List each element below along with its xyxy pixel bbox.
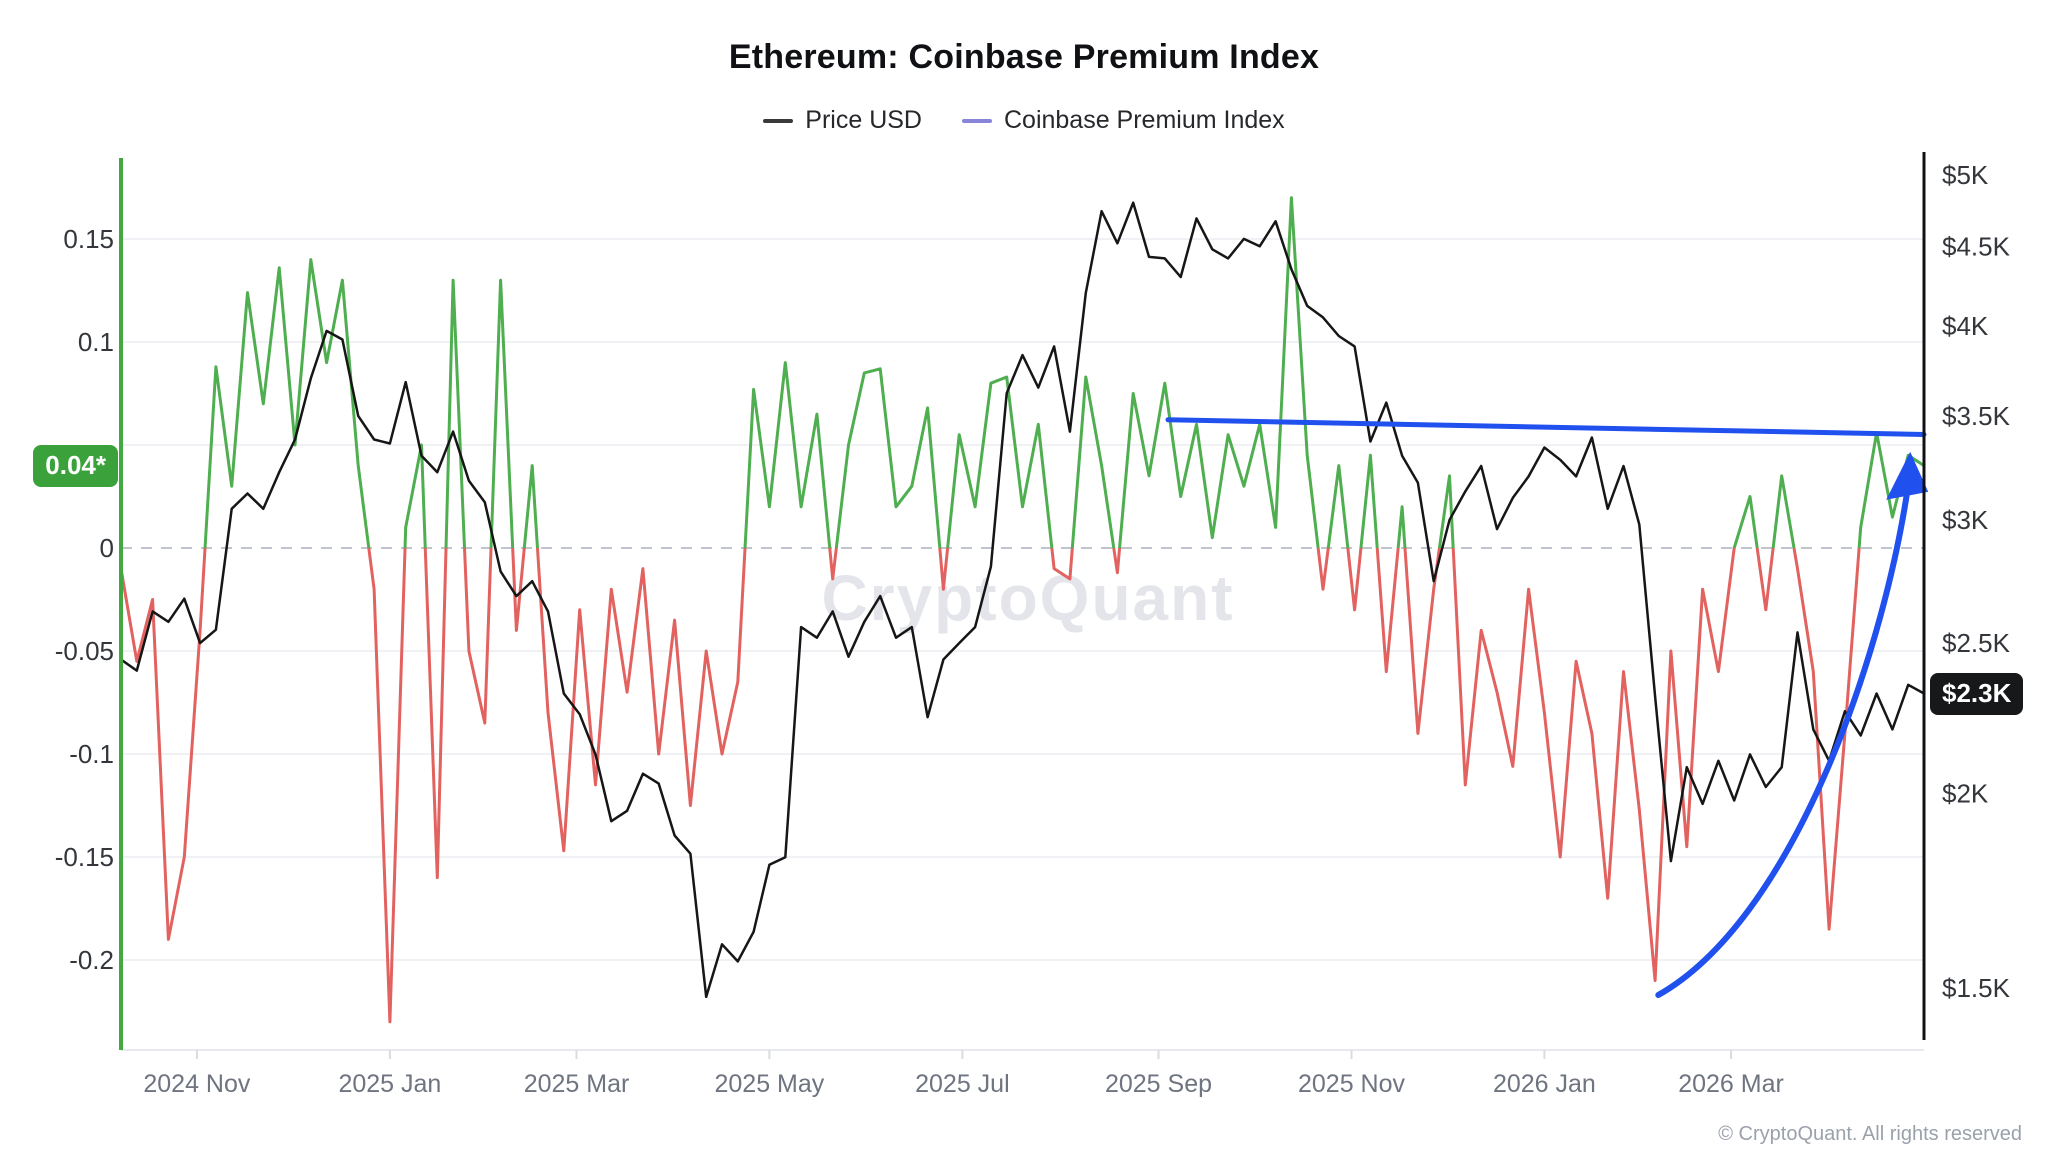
legend-item-premium: Coinbase Premium Index: [961, 106, 1285, 135]
premium-line-swatch-icon: [961, 118, 992, 123]
premium-line-negative: [119, 548, 1861, 1024]
y-left-tick-label: -0.05: [55, 636, 114, 666]
y-right-tick-label: $4.5K: [1942, 231, 2011, 261]
y-left-tick-label: 0.1: [78, 327, 114, 357]
x-tick-label: 2025 Nov: [1298, 1070, 1406, 1098]
y-left-tick-label: -0.15: [55, 842, 114, 872]
gridlines: [121, 238, 1924, 1059]
y-right-tick-label: $5K: [1942, 160, 1989, 190]
price-line: [120, 201, 1925, 999]
recovery-arrow: [1655, 488, 1911, 998]
y-right-tick-label: $4K: [1942, 311, 1989, 341]
x-tick-label: 2025 Mar: [524, 1070, 630, 1098]
y-right-tick-label: $2K: [1942, 779, 1989, 809]
axes: [119, 152, 1926, 1050]
x-tick-label: 2026 Jan: [1493, 1070, 1596, 1098]
y-right-tick-label: $3K: [1942, 505, 1989, 535]
x-tick-label: 2024 Nov: [143, 1070, 251, 1098]
y-right-tick-label: $3.5K: [1942, 401, 2011, 431]
legend-label-premium: Coinbase Premium Index: [1003, 106, 1285, 134]
axis-labels: 0.15 0.1 0 -0.05 -0.1 -0.15 -0.2 $5K $4.5K $4K $3.…: [55, 160, 2011, 1098]
y-left-tick-label: 0.15: [63, 224, 114, 254]
y-right-tick-label: $2.5K: [1942, 628, 2011, 658]
x-tick-label: 2026 Mar: [1678, 1070, 1784, 1098]
recovery-arrowhead-icon: [1886, 451, 1929, 500]
x-tick-label: 2025 Sep: [1105, 1070, 1212, 1098]
resistance-trendline: [1165, 417, 1927, 437]
copyright: © CryptoQuant. All rights reserved: [1718, 1123, 2022, 1145]
x-tick-label: 2025 Jan: [338, 1070, 441, 1098]
x-tick-label: 2025 May: [715, 1070, 825, 1098]
price-current-badge: $2.3K: [1930, 672, 2024, 715]
legend-item-price: Price USD: [763, 106, 922, 135]
annotations: [1165, 417, 1929, 998]
legend: Price USD Coinbase Premium Index: [0, 106, 2048, 135]
premium-current-badge: 0.04*: [33, 444, 118, 487]
watermark: CryptoQuant: [821, 562, 1234, 634]
y-left-tick-label: -0.1: [69, 739, 114, 769]
premium-line-positive: [203, 196, 1926, 548]
x-tick-label: 2025 Jul: [915, 1070, 1010, 1098]
y-left-tick-label: 0: [100, 533, 114, 563]
price-line-swatch-icon: [763, 118, 794, 123]
y-right-tick-label: $1.5K: [1942, 973, 2011, 1003]
legend-label-price: Price USD: [805, 106, 922, 134]
series-lines: [119, 196, 1926, 1024]
chart-title: Ethereum: Coinbase Premium Index: [728, 38, 1320, 76]
y-left-tick-label: -0.2: [69, 945, 114, 975]
